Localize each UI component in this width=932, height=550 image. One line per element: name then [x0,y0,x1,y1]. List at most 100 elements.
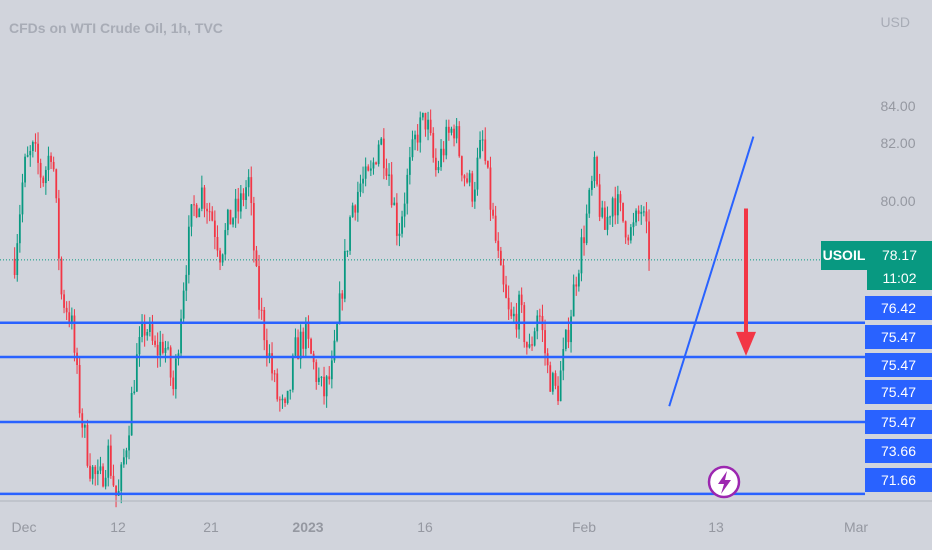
candle-body [411,139,414,158]
candle-body [619,194,622,203]
candle-body [195,204,198,218]
candle-body [206,208,208,212]
candle-body [385,168,388,176]
candle-body [63,294,65,308]
candle-body [167,347,169,349]
candle-body [141,323,143,338]
candle-body [73,315,76,353]
candle-body [564,329,567,350]
candle-body [416,134,419,143]
last-price-value: 78.17 [867,241,932,266]
x-tick-dec: Dec [11,519,37,535]
candle-body [245,187,247,200]
candle-body [406,174,409,204]
candle-body [104,477,107,487]
candle-body [60,258,63,295]
candle-body [481,139,484,141]
candle-body [585,213,588,244]
candle-body [476,157,479,190]
candle-body [247,177,250,188]
candle-body [590,181,593,190]
candle-body [557,385,559,402]
candle-body [203,187,206,209]
candle-body [169,347,172,378]
candle-body [510,309,513,317]
y-tick-84: 84.00 [880,98,916,114]
candle-body [603,207,606,230]
candle-body [57,198,60,259]
candle-body [65,307,68,313]
candle-body [627,237,630,241]
candle-body [187,226,190,275]
candle-body [68,312,71,322]
candle-body [377,144,380,165]
candle-body [359,183,362,192]
candle-body [494,215,497,241]
candle-body [471,173,474,202]
candle-body [580,237,583,274]
y-tick-80: 80.00 [880,193,916,209]
trend-line[interactable] [668,136,755,407]
candle-body [463,175,466,179]
candle-body [635,210,637,223]
candle-body [364,166,367,179]
candle-body [390,174,393,206]
candle-body [531,344,533,346]
candle-body [622,202,624,222]
candle-body [180,318,182,354]
candle-body [479,139,481,158]
candle-body [583,237,585,244]
candle-body [437,167,440,171]
candle-body [408,157,411,175]
candle-body [588,189,591,214]
currency-label: USD [880,14,910,30]
candle-body [505,284,507,298]
candles-layer [13,109,650,508]
candle-body [250,177,253,204]
candle-body [512,313,515,317]
candle-body [286,390,289,403]
candle-body [414,134,416,140]
candle-body [486,160,489,168]
candle-body [219,250,221,263]
candle-body [265,340,268,357]
symbol-badge: USOIL [821,241,867,270]
candle-body [161,341,164,353]
candle-body [242,193,245,200]
down-arrow[interactable] [736,208,756,356]
candle-body [401,216,403,234]
candle-body [89,465,91,479]
lightning-bolt-icon[interactable] [707,465,741,499]
level-label-4: 75.47 [865,380,932,404]
candle-body [645,211,648,222]
candle-body [224,230,227,255]
candle-body [502,265,505,285]
candle-body [96,470,99,475]
candle-body [221,254,224,263]
candle-body [468,173,471,183]
candle-body [78,365,81,414]
candle-body [252,203,255,251]
candle-body [419,117,422,143]
candle-body [637,210,640,214]
candle-body [492,209,494,216]
candle-body [455,126,458,139]
candle-body [135,354,138,392]
candle-body [606,216,609,230]
candle-body [34,142,37,144]
candle-body [434,157,437,171]
candle-body [76,352,78,366]
chart-title: CFDs on WTI Crude Oil, 1h, TVC [9,20,223,36]
candle-body [120,464,123,491]
candle-body [343,251,346,299]
candle-body [42,177,45,184]
candle-body [102,466,104,487]
candle-body [258,266,260,310]
candle-body [70,315,73,322]
candle-body [398,233,401,236]
candle-body [164,347,167,353]
candle-body [575,284,578,287]
candle-body [278,399,281,401]
candle-body [450,128,453,133]
